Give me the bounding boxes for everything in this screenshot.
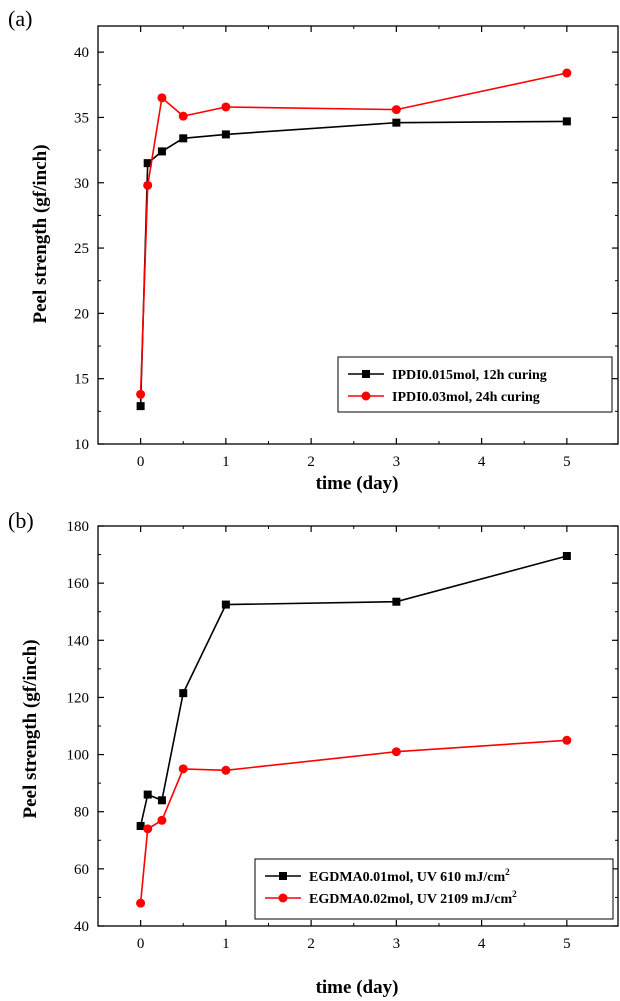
x-tick-label: 4 — [478, 936, 486, 952]
series-1-point — [157, 815, 167, 825]
panel-a-x-axis-title: time (day) — [316, 473, 399, 494]
x-tick-label: 2 — [307, 936, 315, 952]
series-0-point — [562, 552, 571, 560]
legend-label: EGDMA0.01mol, UV 610 mJ/cm2 — [309, 867, 510, 885]
series-0-point — [179, 689, 188, 698]
series-1-point — [143, 824, 153, 834]
y-tick-label: 60 — [74, 862, 89, 878]
x-tick-label: 3 — [393, 454, 401, 470]
legend-label: EGDMA0.02mol, UV 2109 mJ/cm2 — [309, 889, 517, 907]
series-1-point — [157, 93, 167, 103]
series-0-point — [562, 117, 571, 126]
y-tick-label: 140 — [67, 633, 90, 649]
panel-b-plot: 0 1 2 3 4 5 40 60 80 100 120 140 160 180 EGDMA0.01mol,… — [67, 519, 619, 952]
y-tick-label: 35 — [74, 110, 89, 126]
series-1-point — [178, 764, 188, 774]
legend-box — [337, 356, 613, 413]
series-0-point — [136, 822, 145, 830]
x-tick-label: 0 — [137, 936, 145, 952]
legend-swatch-marker — [278, 893, 288, 903]
series-1-point — [562, 68, 572, 78]
x-tick-label: 1 — [222, 936, 230, 952]
legend-box — [254, 858, 614, 920]
series-0-point — [136, 402, 145, 411]
panel-a: (a) Peel strength (gf/inch) time (day) 0… — [8, 6, 619, 494]
x-tick-label: 0 — [137, 454, 145, 470]
series-0-point — [221, 130, 230, 139]
y-tick-label: 80 — [74, 805, 89, 821]
panel-a-plot: 0 1 2 3 4 5 10 15 20 25 30 35 40 IPDI0.015mol, 12h cu… — [74, 25, 619, 470]
series-1-point — [562, 735, 572, 745]
series-1-point — [178, 111, 188, 121]
y-tick-label: 40 — [74, 45, 89, 61]
panel-a-label: (a) — [8, 6, 32, 31]
series-1-point — [391, 747, 401, 757]
panel-b-x-axis-title: time (day) — [316, 977, 399, 998]
series-0-point — [143, 790, 152, 799]
x-tick-label: 4 — [478, 454, 486, 470]
legend-label: IPDI0.015mol, 12h curing — [392, 368, 547, 383]
series-1-point — [221, 102, 231, 112]
y-tick-label: 15 — [74, 372, 89, 388]
y-tick-label: 100 — [67, 748, 90, 764]
y-tick-label: 160 — [67, 576, 90, 592]
y-tick-label: 25 — [74, 241, 89, 257]
x-tick-label: 5 — [563, 454, 571, 470]
legend-swatch-marker — [362, 370, 370, 378]
series-1-point — [221, 765, 231, 775]
y-tick-label: 180 — [67, 519, 90, 535]
series-1-point — [136, 898, 146, 908]
series-1-point — [136, 389, 146, 399]
y-tick-label: 30 — [74, 176, 89, 192]
x-tick-label: 5 — [563, 936, 571, 952]
series-1-point — [391, 105, 401, 115]
x-tick-label: 3 — [393, 936, 401, 952]
series-0-point — [143, 159, 152, 168]
legend-swatch-marker — [361, 391, 371, 401]
plot-frame — [97, 25, 619, 445]
y-tick-label: 10 — [74, 437, 89, 453]
series-1-point — [143, 180, 153, 190]
panel-a-y-axis-title: Peel strength (gf/inch) — [30, 144, 51, 323]
series-0-point — [157, 147, 166, 156]
panel-b-y-axis-title: Peel strength (gf/inch) — [20, 639, 41, 818]
y-tick-label: 20 — [74, 306, 89, 322]
series-0-point — [179, 134, 188, 143]
series-0-point — [157, 796, 166, 805]
panel-b: (b) Peel strength (gf/inch) time (day) 0… — [8, 508, 619, 998]
x-tick-label: 2 — [307, 454, 315, 470]
series-0-point — [392, 118, 401, 127]
y-tick-label: 120 — [67, 690, 90, 706]
x-tick-label: 1 — [222, 454, 230, 470]
series-0-line — [139, 555, 568, 827]
y-tick-label: 40 — [74, 919, 89, 935]
legend-swatch-marker — [279, 872, 287, 880]
series-0-point — [221, 600, 230, 609]
panel-b-label: (b) — [8, 508, 34, 533]
legend-label: IPDI0.03mol, 24h curing — [392, 390, 540, 405]
series-0-point — [392, 597, 401, 606]
